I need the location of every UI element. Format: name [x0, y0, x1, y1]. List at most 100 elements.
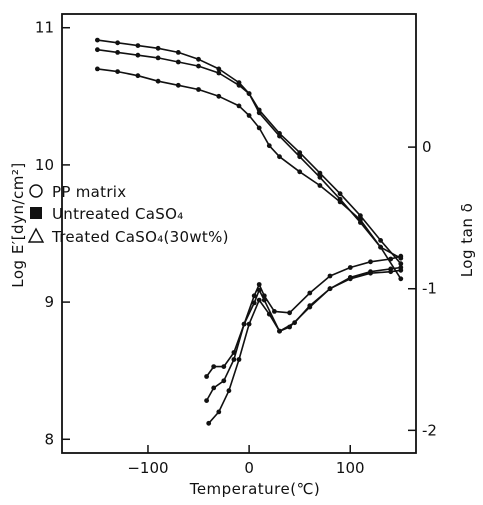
modulus-series-point	[297, 169, 303, 175]
series-group	[95, 37, 404, 426]
tandelta-series-point	[398, 267, 404, 273]
modulus-series-point	[135, 52, 141, 58]
tandelta-series-point	[204, 374, 210, 379]
legend: PP matrix Untreated CaSO₄ Treated CaSO₄(…	[27, 183, 229, 246]
modulus-series-point	[358, 213, 363, 219]
modulus-series-point	[216, 66, 222, 72]
modulus-series-point	[317, 183, 323, 188]
modulus-series-point	[266, 143, 272, 149]
tandelta-series-point	[277, 328, 282, 334]
modulus-series-point	[378, 244, 383, 250]
y-axis-left-label: Log E′[dyn/cm²]	[9, 162, 27, 287]
tandelta-series-point	[388, 269, 394, 275]
tandelta-series-point	[266, 311, 272, 317]
tandelta-series-point	[256, 282, 262, 287]
modulus-series-point	[155, 78, 161, 84]
tandelta-series-point	[231, 357, 237, 362]
modulus-series-point	[398, 276, 404, 282]
modulus-series-point	[236, 103, 242, 109]
modulus-series-point	[135, 43, 141, 48]
tandelta-series-point	[307, 304, 313, 310]
legend-marker-pp-matrix	[29, 184, 43, 198]
legend-label-untreated-caso4: Untreated CaSO₄	[52, 205, 184, 223]
modulus-series-point	[155, 45, 161, 51]
y-left-tick-label: 9	[44, 293, 54, 311]
modulus-series-point	[115, 50, 120, 55]
modulus-series-point	[277, 133, 282, 139]
modulus-series-point	[175, 82, 181, 88]
tandelta-series-point	[388, 256, 394, 262]
modulus-series-point	[216, 93, 222, 99]
y-left-tick-label: 11	[35, 19, 54, 37]
y-left-tick-label: 8	[44, 430, 54, 448]
tandelta-series-point	[256, 287, 262, 293]
modulus-series-point	[135, 73, 141, 79]
tandelta-series-point	[307, 290, 313, 296]
modulus-series-point	[246, 91, 252, 96]
tandelta-series-line-1	[205, 255, 402, 377]
modulus-series-point	[297, 150, 303, 156]
modulus-series-point	[196, 63, 201, 69]
tandelta-series-point	[236, 357, 242, 362]
modulus-series-point	[337, 199, 343, 205]
tandelta-series-point	[398, 253, 404, 259]
modulus-series-point	[155, 55, 161, 61]
modulus-series-point	[398, 261, 404, 267]
tandelta-series-point	[368, 270, 373, 276]
tandelta-series-point	[221, 364, 227, 369]
tandelta-series-point	[368, 259, 373, 265]
modulus-series-point	[236, 82, 242, 88]
tandelta-series-point	[211, 385, 217, 391]
modulus-series-point	[317, 174, 323, 180]
modulus-series-point	[337, 191, 343, 197]
modulus-series-point	[95, 66, 100, 72]
modulus-series-point	[95, 37, 100, 43]
y-right-tick-label: 0	[422, 138, 432, 156]
modulus-series-point	[95, 47, 100, 53]
y-left-tick-label: 10	[35, 156, 54, 174]
modulus-series-point	[175, 50, 181, 55]
tandelta-series-point	[347, 265, 353, 270]
x-tick-label: 100	[336, 459, 365, 477]
modulus-series-point	[196, 87, 201, 92]
modulus-series-point	[246, 113, 252, 118]
modulus-series-point	[317, 170, 323, 176]
modulus-series-point	[196, 56, 201, 62]
tandelta-series-point	[251, 293, 257, 299]
x-tick-label: 0	[244, 459, 254, 477]
axes: −100 0 100 8 9 10 11 -2 -1 0	[35, 13, 437, 477]
modulus-series-point	[378, 238, 383, 243]
modulus-series-point	[256, 110, 262, 116]
modulus-series-line-2	[97, 48, 402, 259]
tandelta-series-point	[246, 321, 252, 327]
tandelta-series-point	[216, 409, 222, 415]
legend-marker-treated-caso4	[27, 227, 45, 243]
tandelta-series-point	[241, 321, 247, 327]
legend-label-treated-caso4: Treated CaSO₄(30wt%)	[51, 228, 229, 246]
modulus-series-point	[256, 125, 262, 131]
tandelta-series-point	[204, 398, 210, 403]
y-right-tick-label: -2	[422, 421, 437, 439]
tandelta-series-point	[287, 324, 292, 330]
legend-label-pp-matrix: PP matrix	[52, 183, 126, 201]
legend-marker-untreated-caso4	[30, 207, 42, 219]
modulus-series-point	[115, 40, 120, 46]
plot-frame	[61, 13, 417, 454]
modulus-series-point	[297, 154, 303, 160]
tandelta-series-point	[347, 276, 353, 282]
modulus-series-point	[277, 154, 282, 160]
x-tick-label: −100	[127, 459, 168, 477]
modulus-series-line-3	[97, 68, 402, 280]
tandelta-series-point	[226, 388, 232, 394]
modulus-series-point	[216, 70, 222, 76]
y-axis-right-label: Log tan δ	[458, 203, 476, 278]
modulus-series-point	[175, 59, 181, 65]
tandelta-series-point	[221, 378, 227, 384]
tandelta-series-point	[206, 420, 212, 426]
tandelta-series-point	[272, 309, 277, 314]
tandelta-series-point	[251, 300, 257, 306]
modulus-series-point	[358, 217, 363, 223]
tandelta-series-point	[327, 286, 333, 292]
tandelta-series-point	[327, 273, 333, 279]
